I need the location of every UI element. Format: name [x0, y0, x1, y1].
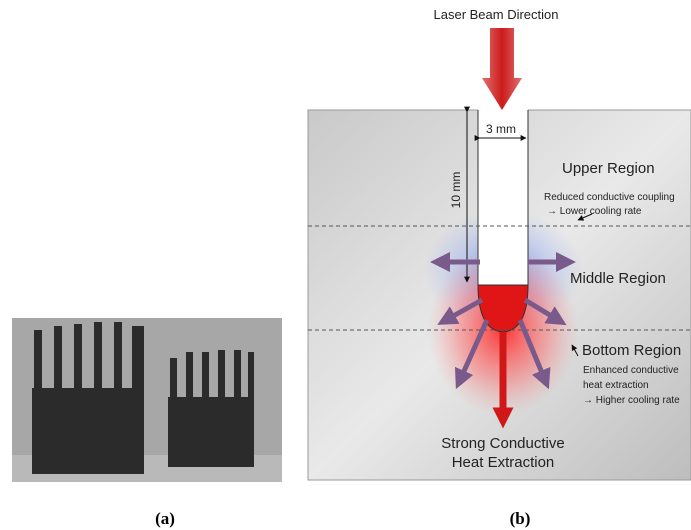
region-title: Middle Region	[570, 270, 666, 287]
region-note: Reduced conductive coupling	[544, 192, 675, 203]
figure: (a) Laser Beam Direction 3 mm 10 mm Uppe…	[0, 0, 691, 530]
caption-a: (a)	[155, 509, 175, 528]
region-note: → Lower cooling rate	[547, 206, 642, 217]
depth-label: 10 mm	[449, 172, 463, 209]
region-note: → Higher cooling rate	[583, 395, 680, 406]
diagram-b	[308, 28, 691, 480]
width-label: 3 mm	[486, 122, 516, 136]
extraction-label: Strong Conductive	[441, 435, 564, 452]
laser-label: Laser Beam Direction	[434, 7, 559, 22]
caption-b: (b)	[510, 509, 531, 528]
region-note: heat extraction	[583, 380, 649, 391]
photo-a	[12, 318, 282, 482]
region-note: Enhanced conductive	[583, 365, 679, 376]
extraction-label: Heat Extraction	[452, 454, 555, 471]
region-title: Bottom Region	[582, 342, 681, 359]
region-title: Upper Region	[562, 160, 655, 177]
